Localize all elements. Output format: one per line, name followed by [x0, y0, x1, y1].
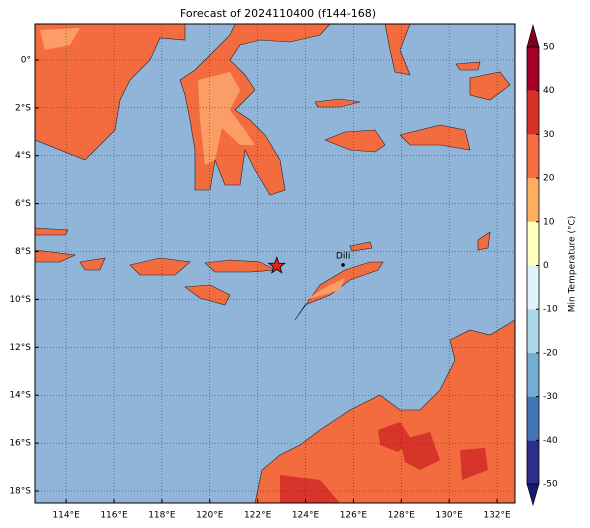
land: [384, 24, 411, 76]
colorbar-tick-label: 0: [543, 261, 549, 271]
colorbar-tick-label: 50: [543, 43, 555, 53]
land: [254, 319, 515, 503]
colorbar-tick-label: 40: [543, 86, 555, 96]
land: [129, 257, 191, 276]
star-marker: [267, 256, 287, 274]
colorbar-segment: [527, 134, 539, 179]
map-title: Forecast of 2024110400 (f144-168): [180, 7, 376, 20]
land-hot: [460, 448, 488, 480]
colorbar-tick-label: -10: [543, 305, 558, 315]
colorbar-segment: [527, 221, 539, 266]
land: [349, 241, 373, 252]
colorbar-tick-label: -30: [543, 392, 558, 402]
colorbar-segment: [527, 90, 539, 135]
colorbar-tick-label: -50: [543, 480, 558, 490]
x-tick-label: 126°E: [340, 511, 368, 521]
land: [399, 124, 471, 151]
land-hot: [280, 475, 340, 503]
colorbar-segment: [527, 396, 539, 441]
city-marker: [341, 263, 345, 267]
colorbar-segment: [527, 47, 539, 91]
y-tick-label: 10°S: [9, 295, 31, 305]
land: [314, 98, 361, 108]
y-tick-label: 4°S: [15, 151, 31, 161]
x-tick-label: 132°E: [483, 511, 511, 521]
y-tick-label: 16°S: [9, 439, 31, 449]
land: [477, 231, 491, 251]
land: [35, 227, 69, 236]
x-tick-label: 116°E: [100, 511, 128, 521]
colorbar-tick-label: 20: [543, 174, 555, 184]
city-label: Dili: [336, 251, 350, 261]
x-tick-label: 128°E: [388, 511, 416, 521]
land: [469, 71, 511, 101]
land: [324, 129, 386, 153]
x-tick-label: 124°E: [292, 511, 320, 521]
colorbar-over: [526, 23, 540, 48]
colorbar-segment: [527, 265, 539, 310]
colorbar-under: [526, 483, 540, 507]
x-tick-label: 118°E: [148, 511, 176, 521]
x-tick-label: 120°E: [196, 511, 224, 521]
y-tick-label: 14°S: [9, 391, 31, 401]
colorbar-segment: [527, 178, 539, 222]
land-hot: [400, 432, 440, 470]
land: [179, 24, 331, 196]
land: [79, 257, 106, 271]
colorbar-segment: [527, 352, 539, 397]
colorbar-label: Min Temperature (°C): [568, 216, 578, 313]
colorbar-segment: [527, 309, 539, 353]
colorbar-tick-label: -20: [543, 348, 558, 358]
y-tick-label: 6°S: [15, 199, 31, 209]
y-tick-label: 8°S: [15, 247, 31, 257]
land: [184, 284, 231, 306]
colorbar-tick-label: -40: [543, 436, 558, 446]
land-warm: [305, 278, 345, 300]
colorbar-segment: [527, 440, 539, 484]
y-tick-label: 18°S: [9, 487, 31, 497]
colorbar-tick-label: 10: [543, 217, 555, 227]
land: [294, 261, 384, 321]
colorbar-tick-label: 30: [543, 130, 555, 140]
land: [35, 24, 186, 161]
x-tick-label: 122°E: [244, 511, 272, 521]
x-tick-label: 114°E: [52, 511, 80, 521]
land-warm: [40, 28, 80, 50]
y-tick-label: 2°S: [15, 103, 31, 113]
land-warm: [198, 72, 255, 165]
map-frame: [34, 23, 516, 504]
land: [35, 249, 77, 263]
map-area: [35, 24, 515, 503]
x-tick-label: 130°E: [435, 511, 463, 521]
y-tick-label: 0°: [21, 55, 31, 65]
land: [455, 61, 481, 71]
y-tick-label: 12°S: [9, 343, 31, 353]
